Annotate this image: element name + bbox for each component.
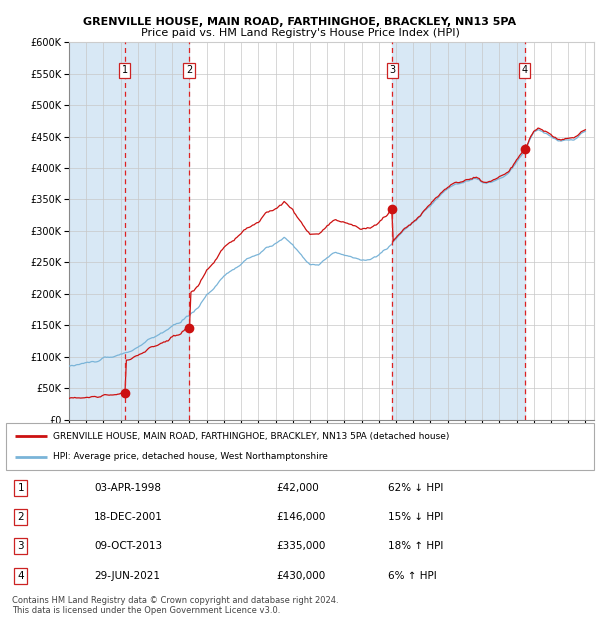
- Text: Price paid vs. HM Land Registry's House Price Index (HPI): Price paid vs. HM Land Registry's House …: [140, 29, 460, 38]
- Text: £335,000: £335,000: [277, 541, 326, 551]
- Text: 03-APR-1998: 03-APR-1998: [94, 483, 161, 493]
- Text: 2: 2: [186, 66, 192, 76]
- Bar: [392, 42, 525, 420]
- Text: £42,000: £42,000: [277, 483, 319, 493]
- Text: 4: 4: [17, 570, 24, 580]
- Text: 1: 1: [17, 483, 24, 493]
- Text: 1: 1: [122, 66, 128, 76]
- Text: GRENVILLE HOUSE, MAIN ROAD, FARTHINGHOE, BRACKLEY, NN13 5PA (detached house): GRENVILLE HOUSE, MAIN ROAD, FARTHINGHOE,…: [53, 432, 449, 441]
- Text: This data is licensed under the Open Government Licence v3.0.: This data is licensed under the Open Gov…: [12, 606, 280, 614]
- Text: 4: 4: [522, 66, 528, 76]
- Text: 62% ↓ HPI: 62% ↓ HPI: [388, 483, 443, 493]
- Text: 18% ↑ HPI: 18% ↑ HPI: [388, 541, 443, 551]
- Text: 15% ↓ HPI: 15% ↓ HPI: [388, 512, 443, 522]
- Text: 3: 3: [389, 66, 395, 76]
- Text: 18-DEC-2001: 18-DEC-2001: [94, 512, 163, 522]
- Text: 29-JUN-2021: 29-JUN-2021: [94, 570, 160, 580]
- Text: 6% ↑ HPI: 6% ↑ HPI: [388, 570, 437, 580]
- Text: £430,000: £430,000: [277, 570, 326, 580]
- Text: £146,000: £146,000: [277, 512, 326, 522]
- Text: 2: 2: [17, 512, 24, 522]
- Text: Contains HM Land Registry data © Crown copyright and database right 2024.: Contains HM Land Registry data © Crown c…: [12, 596, 338, 604]
- Text: HPI: Average price, detached house, West Northamptonshire: HPI: Average price, detached house, West…: [53, 453, 328, 461]
- Bar: [69, 42, 189, 420]
- Text: 09-OCT-2013: 09-OCT-2013: [94, 541, 163, 551]
- FancyBboxPatch shape: [6, 423, 594, 470]
- Text: GRENVILLE HOUSE, MAIN ROAD, FARTHINGHOE, BRACKLEY, NN13 5PA: GRENVILLE HOUSE, MAIN ROAD, FARTHINGHOE,…: [83, 17, 517, 27]
- Text: 3: 3: [17, 541, 24, 551]
